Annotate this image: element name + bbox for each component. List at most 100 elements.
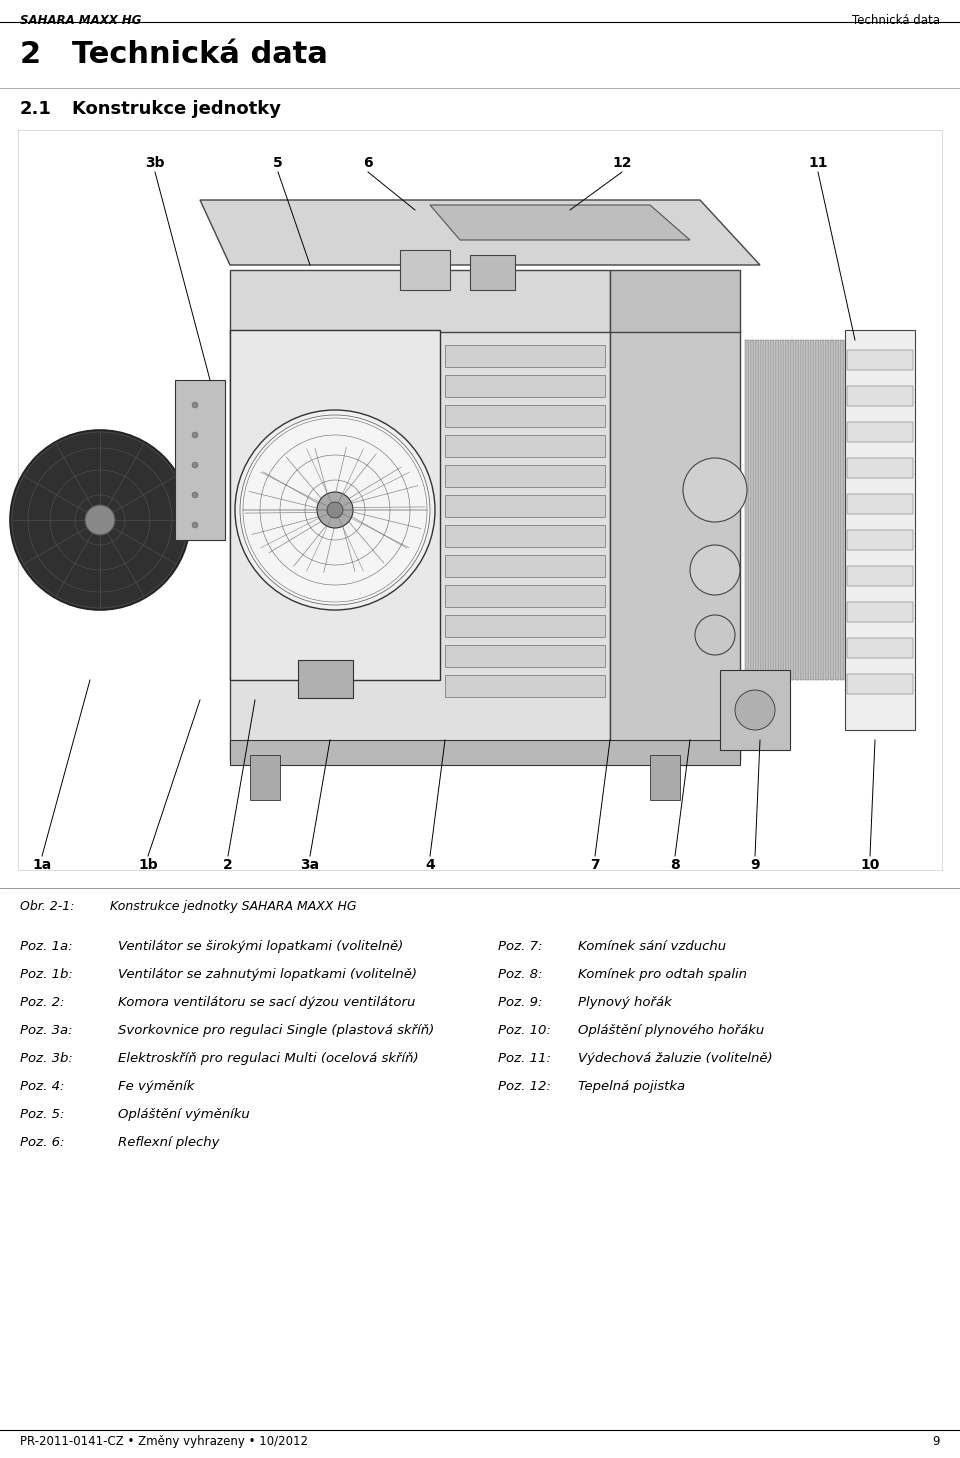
Text: 9: 9 — [932, 1435, 940, 1448]
Text: Poz. 5:: Poz. 5: — [20, 1108, 64, 1121]
Circle shape — [10, 430, 190, 609]
Bar — [445, 555, 605, 577]
Bar — [815, 340, 819, 679]
Text: SAHARA MAXX HG: SAHARA MAXX HG — [20, 15, 141, 28]
Bar — [810, 340, 814, 679]
Bar — [445, 375, 605, 397]
Text: Poz. 2:: Poz. 2: — [20, 996, 64, 1009]
Text: 10: 10 — [860, 857, 879, 872]
Circle shape — [85, 504, 115, 535]
Bar — [445, 346, 605, 367]
Text: Ventilátor se širokými lopatkami (volitelně): Ventilátor se širokými lopatkami (volite… — [118, 940, 403, 954]
Bar — [765, 340, 769, 679]
Bar — [470, 255, 515, 290]
Bar — [847, 674, 913, 694]
Bar — [445, 434, 605, 456]
Bar — [230, 270, 610, 332]
Text: Komínek sání vzduchu: Komínek sání vzduchu — [578, 940, 726, 954]
Text: Poz. 9:: Poz. 9: — [498, 996, 542, 1009]
Text: 11: 11 — [808, 156, 828, 171]
Bar — [830, 340, 834, 679]
Bar — [847, 350, 913, 370]
Bar — [847, 566, 913, 586]
Bar — [445, 585, 605, 607]
Bar — [230, 741, 740, 765]
Bar — [847, 494, 913, 515]
Bar — [298, 660, 353, 698]
Text: Poz. 12:: Poz. 12: — [498, 1080, 551, 1094]
Bar — [800, 340, 804, 679]
Text: PR-2011-0141-CZ • Změny vyhrazeny • 10/2012: PR-2011-0141-CZ • Změny vyhrazeny • 10/2… — [20, 1435, 308, 1448]
Text: Výdechová žaluzie (volitelně): Výdechová žaluzie (volitelně) — [578, 1053, 773, 1064]
Bar — [445, 644, 605, 666]
Bar — [445, 615, 605, 637]
Text: Poz. 10:: Poz. 10: — [498, 1024, 551, 1037]
Text: Poz. 6:: Poz. 6: — [20, 1136, 64, 1149]
Bar — [650, 755, 680, 800]
Bar — [760, 340, 764, 679]
Text: Technická data: Technická data — [852, 15, 940, 28]
Text: Poz. 4:: Poz. 4: — [20, 1080, 64, 1094]
Circle shape — [735, 690, 775, 730]
Text: Komora ventilátoru se sací dýzou ventilátoru: Komora ventilátoru se sací dýzou ventilá… — [118, 996, 416, 1009]
Polygon shape — [430, 206, 690, 241]
Text: Plynový hořák: Plynový hořák — [578, 996, 672, 1009]
Circle shape — [192, 402, 198, 408]
Bar — [610, 330, 740, 760]
Text: Poz. 1a:: Poz. 1a: — [20, 940, 73, 954]
Circle shape — [690, 545, 740, 595]
Bar — [845, 330, 915, 730]
Text: 9: 9 — [750, 857, 759, 872]
Text: 3a: 3a — [300, 857, 320, 872]
Text: Tepelná pojistka: Tepelná pojistka — [578, 1080, 685, 1094]
Circle shape — [683, 458, 747, 522]
Text: 2: 2 — [20, 39, 41, 69]
Bar — [18, 130, 942, 870]
Text: Komínek pro odtah spalin: Komínek pro odtah spalin — [578, 968, 747, 981]
Bar — [847, 421, 913, 442]
Bar — [750, 340, 754, 679]
Bar — [445, 496, 605, 518]
Text: 3b: 3b — [145, 156, 165, 171]
Bar — [850, 340, 854, 679]
Text: Opláštění plynového hořáku: Opláštění plynového hořáku — [578, 1024, 764, 1037]
Bar — [770, 340, 774, 679]
Bar — [847, 531, 913, 550]
Text: Poz. 3b:: Poz. 3b: — [20, 1053, 73, 1064]
Text: 12: 12 — [612, 156, 632, 171]
Bar — [805, 340, 809, 679]
Bar — [755, 340, 759, 679]
Bar — [825, 340, 829, 679]
Text: Reflexní plechy: Reflexní plechy — [118, 1136, 220, 1149]
Bar — [400, 249, 450, 290]
Text: Obr. 2-1:: Obr. 2-1: — [20, 900, 75, 913]
Bar — [445, 525, 605, 547]
Text: Konstrukce jednotky: Konstrukce jednotky — [72, 101, 281, 118]
Bar — [230, 330, 610, 760]
Bar — [610, 270, 740, 332]
Text: Elektroskříň pro regulaci Multi (ocelová skříň): Elektroskříň pro regulaci Multi (ocelová… — [118, 1053, 419, 1064]
Text: Poz. 7:: Poz. 7: — [498, 940, 542, 954]
Bar — [785, 340, 789, 679]
Circle shape — [240, 416, 430, 605]
Bar — [445, 675, 605, 697]
Bar — [445, 465, 605, 487]
Bar — [835, 340, 839, 679]
Text: 5: 5 — [274, 156, 283, 171]
Bar — [840, 340, 844, 679]
Circle shape — [317, 491, 353, 528]
Text: Poz. 11:: Poz. 11: — [498, 1053, 551, 1064]
Text: 2: 2 — [223, 857, 233, 872]
Text: Fe výměník: Fe výměník — [118, 1080, 194, 1094]
Bar — [720, 671, 790, 749]
Bar — [847, 602, 913, 623]
Text: 6: 6 — [363, 156, 372, 171]
Circle shape — [695, 615, 735, 655]
Text: 4: 4 — [425, 857, 435, 872]
Text: Konstrukce jednotky SAHARA MAXX HG: Konstrukce jednotky SAHARA MAXX HG — [110, 900, 356, 913]
Bar — [230, 330, 440, 679]
Polygon shape — [200, 200, 760, 265]
Bar — [845, 340, 849, 679]
Text: Opláštění výměníku: Opláštění výměníku — [118, 1108, 250, 1121]
Bar — [847, 639, 913, 658]
